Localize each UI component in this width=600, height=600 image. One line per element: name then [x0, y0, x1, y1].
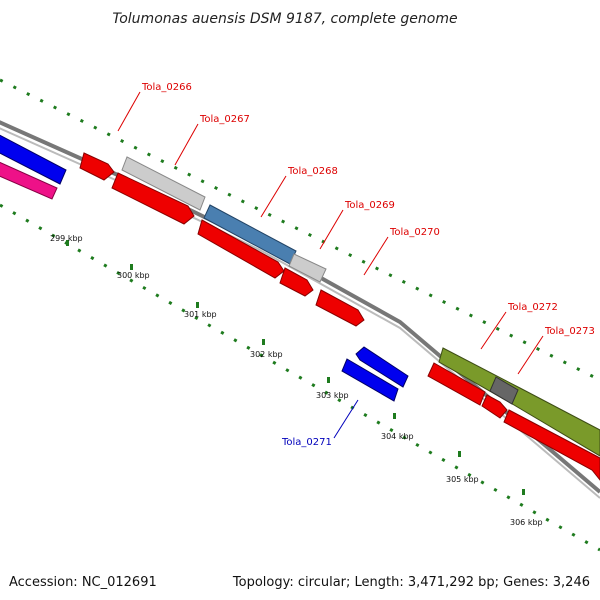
gene-label-tola-0269: Tola_0269: [344, 200, 395, 211]
feature-tola-0269-cds: [279, 267, 314, 297]
outer-tick-row: [0, 78, 600, 382]
gene-label-tola-0268: Tola_0268: [287, 166, 338, 177]
feature-tola-0271-b: [341, 358, 399, 402]
feature-tola-0267: [121, 156, 206, 211]
ruler-label: 305 kbp: [446, 475, 479, 484]
feature-tola-0272-segment: [489, 376, 519, 405]
feature-tola-0272-cds-b: [481, 394, 508, 419]
leader-tola-0272: [480, 311, 507, 350]
ruler-label: 304 kbp: [381, 432, 414, 441]
gene-label-tola-0272: Tola_0272: [507, 302, 558, 313]
major-ticks: [66, 240, 525, 495]
gene-label-tola-0266: Tola_0266: [141, 82, 192, 93]
leader-tola-0267: [174, 123, 199, 166]
topology-summary-text: Topology: circular; Length: 3,471,292 bp…: [232, 575, 590, 590]
feature-pink-partial: [0, 161, 58, 200]
major-tick: [130, 264, 133, 270]
feature-tola-0267-cds: [111, 172, 195, 225]
major-tick: [327, 377, 330, 383]
feature-tola-0272-cds: [427, 362, 486, 406]
leader-tola-0271: [333, 399, 359, 439]
major-tick: [522, 489, 525, 495]
leader-tola-0273: [517, 335, 544, 375]
gene-labels: Tola_0266 Tola_0267 Tola_0268 Tola_0269 …: [141, 82, 595, 448]
features: [0, 134, 600, 481]
gene-label-tola-0267: Tola_0267: [199, 114, 250, 125]
label-leaders: [117, 91, 544, 439]
feature-tola-0271-a: [355, 346, 409, 388]
gene-label-tola-0271: Tola_0271: [281, 437, 332, 448]
ruler-label: 301 kbp: [184, 310, 217, 319]
ruler-label: 306 kbp: [510, 518, 543, 527]
major-tick: [66, 240, 69, 246]
gene-label-tola-0273: Tola_0273: [544, 326, 595, 337]
ruler-label: 302 kbp: [250, 350, 283, 359]
gene-label-tola-0270: Tola_0270: [389, 227, 440, 238]
ruler-label: 300 kbp: [117, 271, 150, 280]
map-title: Tolumonas auensis DSM 9187, complete gen…: [112, 11, 457, 27]
feature-tola-0273: [503, 409, 600, 481]
feature-tola-0269: [288, 253, 327, 283]
feature-tola-0272: [438, 347, 600, 457]
ruler-label: 303 kbp: [316, 391, 349, 400]
inner-tick-row: [0, 203, 600, 552]
major-tick: [393, 413, 396, 419]
feature-blue-partial: [0, 134, 67, 185]
leader-tola-0268: [260, 175, 287, 218]
ruler-label: 299 kbp: [50, 234, 83, 243]
feature-tola-0266: [79, 152, 115, 181]
leader-tola-0269: [319, 209, 344, 250]
feature-tola-0268-cds: [197, 219, 285, 279]
major-tick: [458, 451, 461, 457]
leader-tola-0270: [363, 236, 389, 276]
major-tick: [196, 302, 199, 308]
accession-text: Accession: NC_012691: [9, 575, 157, 590]
leader-tola-0266: [117, 91, 141, 132]
major-tick: [262, 339, 265, 345]
feature-tola-0270: [315, 289, 365, 327]
ruler-labels: 299 kbp 300 kbp 301 kbp 302 kbp 303 kbp …: [50, 234, 543, 527]
